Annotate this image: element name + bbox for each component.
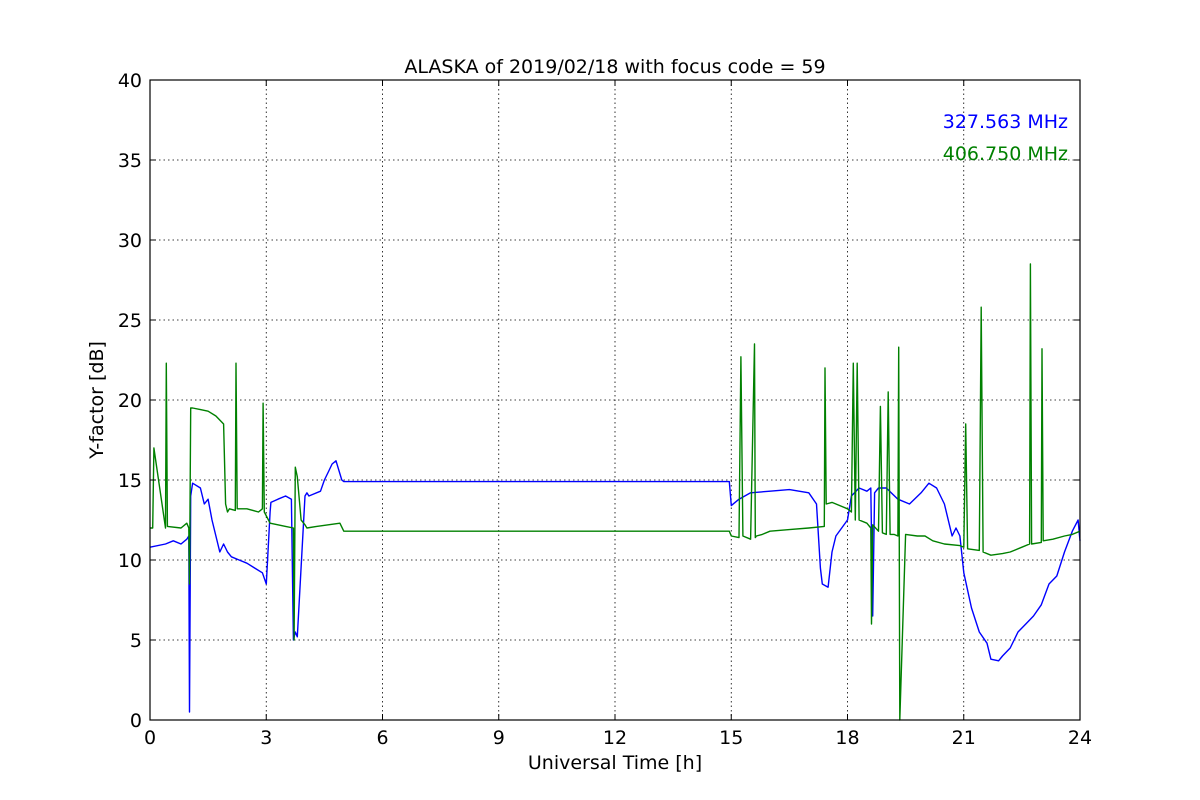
- y-tick-label: 0: [130, 710, 142, 732]
- ticks: 0 3 6 9 12 15 18 21 24 0 5 10 15 20 25 30 35 40: [118, 70, 1092, 749]
- x-tick-label: 6: [376, 727, 388, 749]
- x-tick-label: 3: [260, 727, 272, 749]
- chart-title: ALASKA of 2019/02/18 with focus code = 5…: [404, 56, 825, 78]
- x-tick-label: 15: [719, 727, 743, 749]
- y-tick-label: 10: [118, 550, 142, 572]
- series-line-2: [150, 263, 1081, 721]
- x-tick-label: 0: [144, 727, 156, 749]
- legend: 327.563 MHz 406.750 MHz: [943, 111, 1068, 165]
- x-tick-label: 24: [1068, 727, 1092, 749]
- y-tick-label: 30: [118, 230, 142, 252]
- x-tick-label: 9: [493, 727, 505, 749]
- plot-area: [149, 263, 1081, 721]
- legend-entry-2: 406.750 MHz: [943, 143, 1068, 165]
- x-tick-label: 21: [952, 727, 976, 749]
- series-line-1: [149, 460, 1081, 713]
- x-tick-label: 12: [603, 727, 627, 749]
- x-axis-label: Universal Time [h]: [528, 752, 702, 774]
- x-tick-label: 18: [835, 727, 859, 749]
- y-tick-label: 35: [118, 150, 142, 172]
- y-tick-label: 20: [118, 390, 142, 412]
- y-tick-label: 40: [118, 70, 142, 92]
- grid: [150, 80, 1080, 720]
- y-tick-label: 15: [118, 470, 142, 492]
- y-axis-label: Y-factor [dB]: [86, 341, 108, 460]
- legend-entry-1: 327.563 MHz: [943, 111, 1068, 133]
- y-tick-label: 5: [130, 630, 142, 652]
- y-tick-label: 25: [118, 310, 142, 332]
